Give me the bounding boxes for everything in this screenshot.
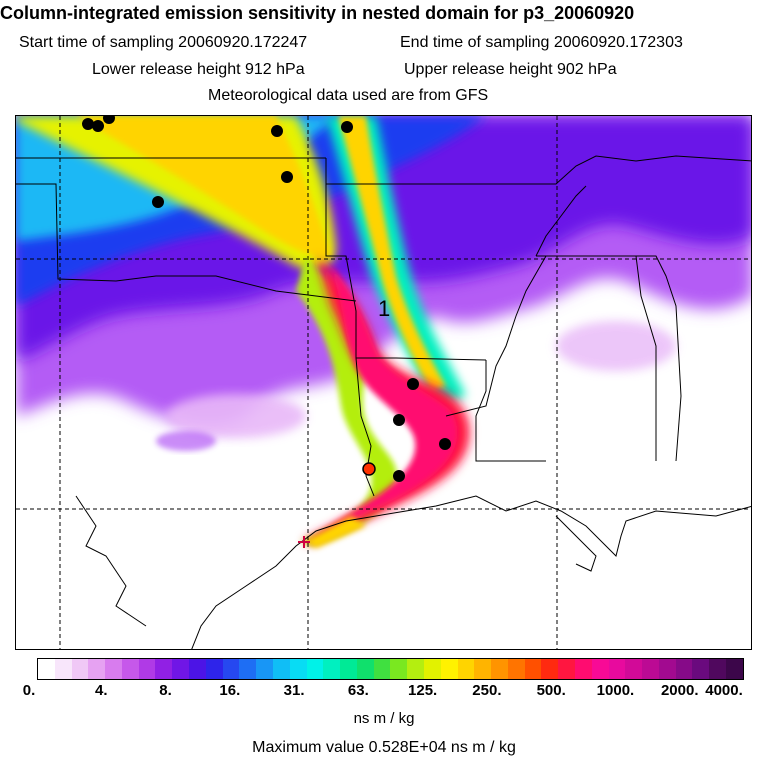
colorbar-cell [222,659,240,679]
colorbar-cell [356,659,374,679]
colorbar-cell [491,659,508,679]
colorbar-cell [340,659,357,679]
upper-release-label: Upper release height 902 hPa [404,61,617,78]
colorbar-cell [323,659,341,679]
colorbar-cell [507,659,525,679]
colorbar-cell [591,659,609,679]
colorbar-tick-label: 4. [95,682,108,699]
station-marker [439,438,451,450]
colorbar-cell [709,659,727,679]
station-marker [393,470,405,482]
station-markers [82,116,451,482]
colorbar-cell [88,659,106,679]
station-marker [82,118,94,130]
colorbar-tick-label: 31. [283,682,305,699]
max-value-label: Maximum value 0.528E+04 ns m / kg [252,739,516,756]
colorbar-cell [256,659,273,679]
colorbar-tick-label: 1000. [596,682,635,699]
page-title: Column-integrated emission sensitivity i… [0,3,635,23]
pink-patch [556,321,676,371]
pink-patch [166,394,306,438]
station-marker [407,378,419,390]
release-tail [306,516,366,548]
colorbar-tick-label: 16. [219,682,241,699]
colorbar-tick-label: 63. [347,682,369,699]
station-marker [341,121,353,133]
station-marker [271,125,283,137]
colorbar-cell [575,659,592,679]
colorbar-cell [407,659,424,679]
station-marker [393,414,405,426]
colorbar-cell [373,659,391,679]
colorbar-cell [541,659,559,679]
station-marker [92,120,104,132]
map-svg: 1 [16,116,751,649]
met-data-label: Meteorological data used are from GFS [208,87,489,104]
colorbar-cell [608,659,626,679]
purple-patch [156,431,216,451]
station-marker [103,116,115,124]
colorbar-cell [390,659,408,679]
colorbar-cell [658,659,676,679]
colorbar-cell [38,659,55,679]
colorbar-cell [423,659,441,679]
colorbar-cell [524,659,542,679]
release-point-icon [298,536,310,548]
boundaries [16,155,751,649]
colorbar-cell [189,659,206,679]
colorbar-cell [138,659,156,679]
colorbar-cell [642,659,659,679]
colorbar-cell [726,659,743,679]
sensitivity-map: 1 [15,115,752,650]
station-marker [281,171,293,183]
colorbar-cell [558,659,575,679]
colorbar-cell [121,659,139,679]
orange-plume-west [76,116,331,257]
colorbar-cell [155,659,173,679]
colorbar [37,658,744,680]
colorbar-cell [205,659,223,679]
colorbar-cell [239,659,257,679]
colorbar-tick-label: 125. [408,682,438,699]
end-time-label: End time of sampling 20060920.172303 [400,34,683,51]
colorbar-cell [457,659,475,679]
colorbar-tick-label: 250. [472,682,502,699]
colorbar-cell [54,659,72,679]
colorbar-cell [474,659,492,679]
colorbar-cell [105,659,122,679]
colorbar-tick-label: 0. [22,682,36,699]
colorbar-cell [172,659,190,679]
colorbar-unit: ns m / kg [353,710,415,727]
start-time-label: Start time of sampling 20060920.172247 [19,34,308,51]
colorbar-cell [289,659,307,679]
colorbar-cell [71,659,89,679]
colorbar-tick-label: 8. [159,682,172,699]
colorbar-cell [692,659,710,679]
colorbar-tick-label: 2000. [660,682,699,699]
colorbar-tick-label: 500. [536,682,566,699]
magenta-plume-core [308,266,458,543]
yellow-plume-north [338,116,446,391]
colorbar-cell [675,659,693,679]
lat-lon-grid [16,116,751,649]
lower-release-label: Lower release height 912 hPa [92,61,305,78]
colorbar-cell [440,659,458,679]
station-marker [152,196,164,208]
colorbar-cell [625,659,643,679]
plume-label: 1 [378,296,390,321]
colorbar-cell [306,659,324,679]
release-site-marker [362,462,376,476]
colorbar-cell [272,659,290,679]
colorbar-tick-label: 4000. [705,682,743,699]
